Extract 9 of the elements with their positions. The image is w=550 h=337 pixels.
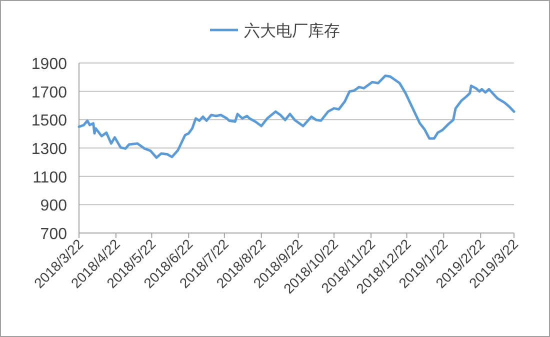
- y-tick-label: 1300: [31, 141, 68, 158]
- y-tick-label: 1900: [31, 56, 68, 73]
- y-tick-label: 1700: [31, 84, 68, 102]
- y-tick-label: 1500: [31, 112, 68, 130]
- y-tick-label: 900: [40, 198, 68, 215]
- y-tick-label: 700: [40, 226, 68, 243]
- legend-label: 六大电厂库存: [244, 22, 340, 40]
- y-tick-label: 1100: [32, 169, 68, 186]
- line-series: [78, 74, 516, 159]
